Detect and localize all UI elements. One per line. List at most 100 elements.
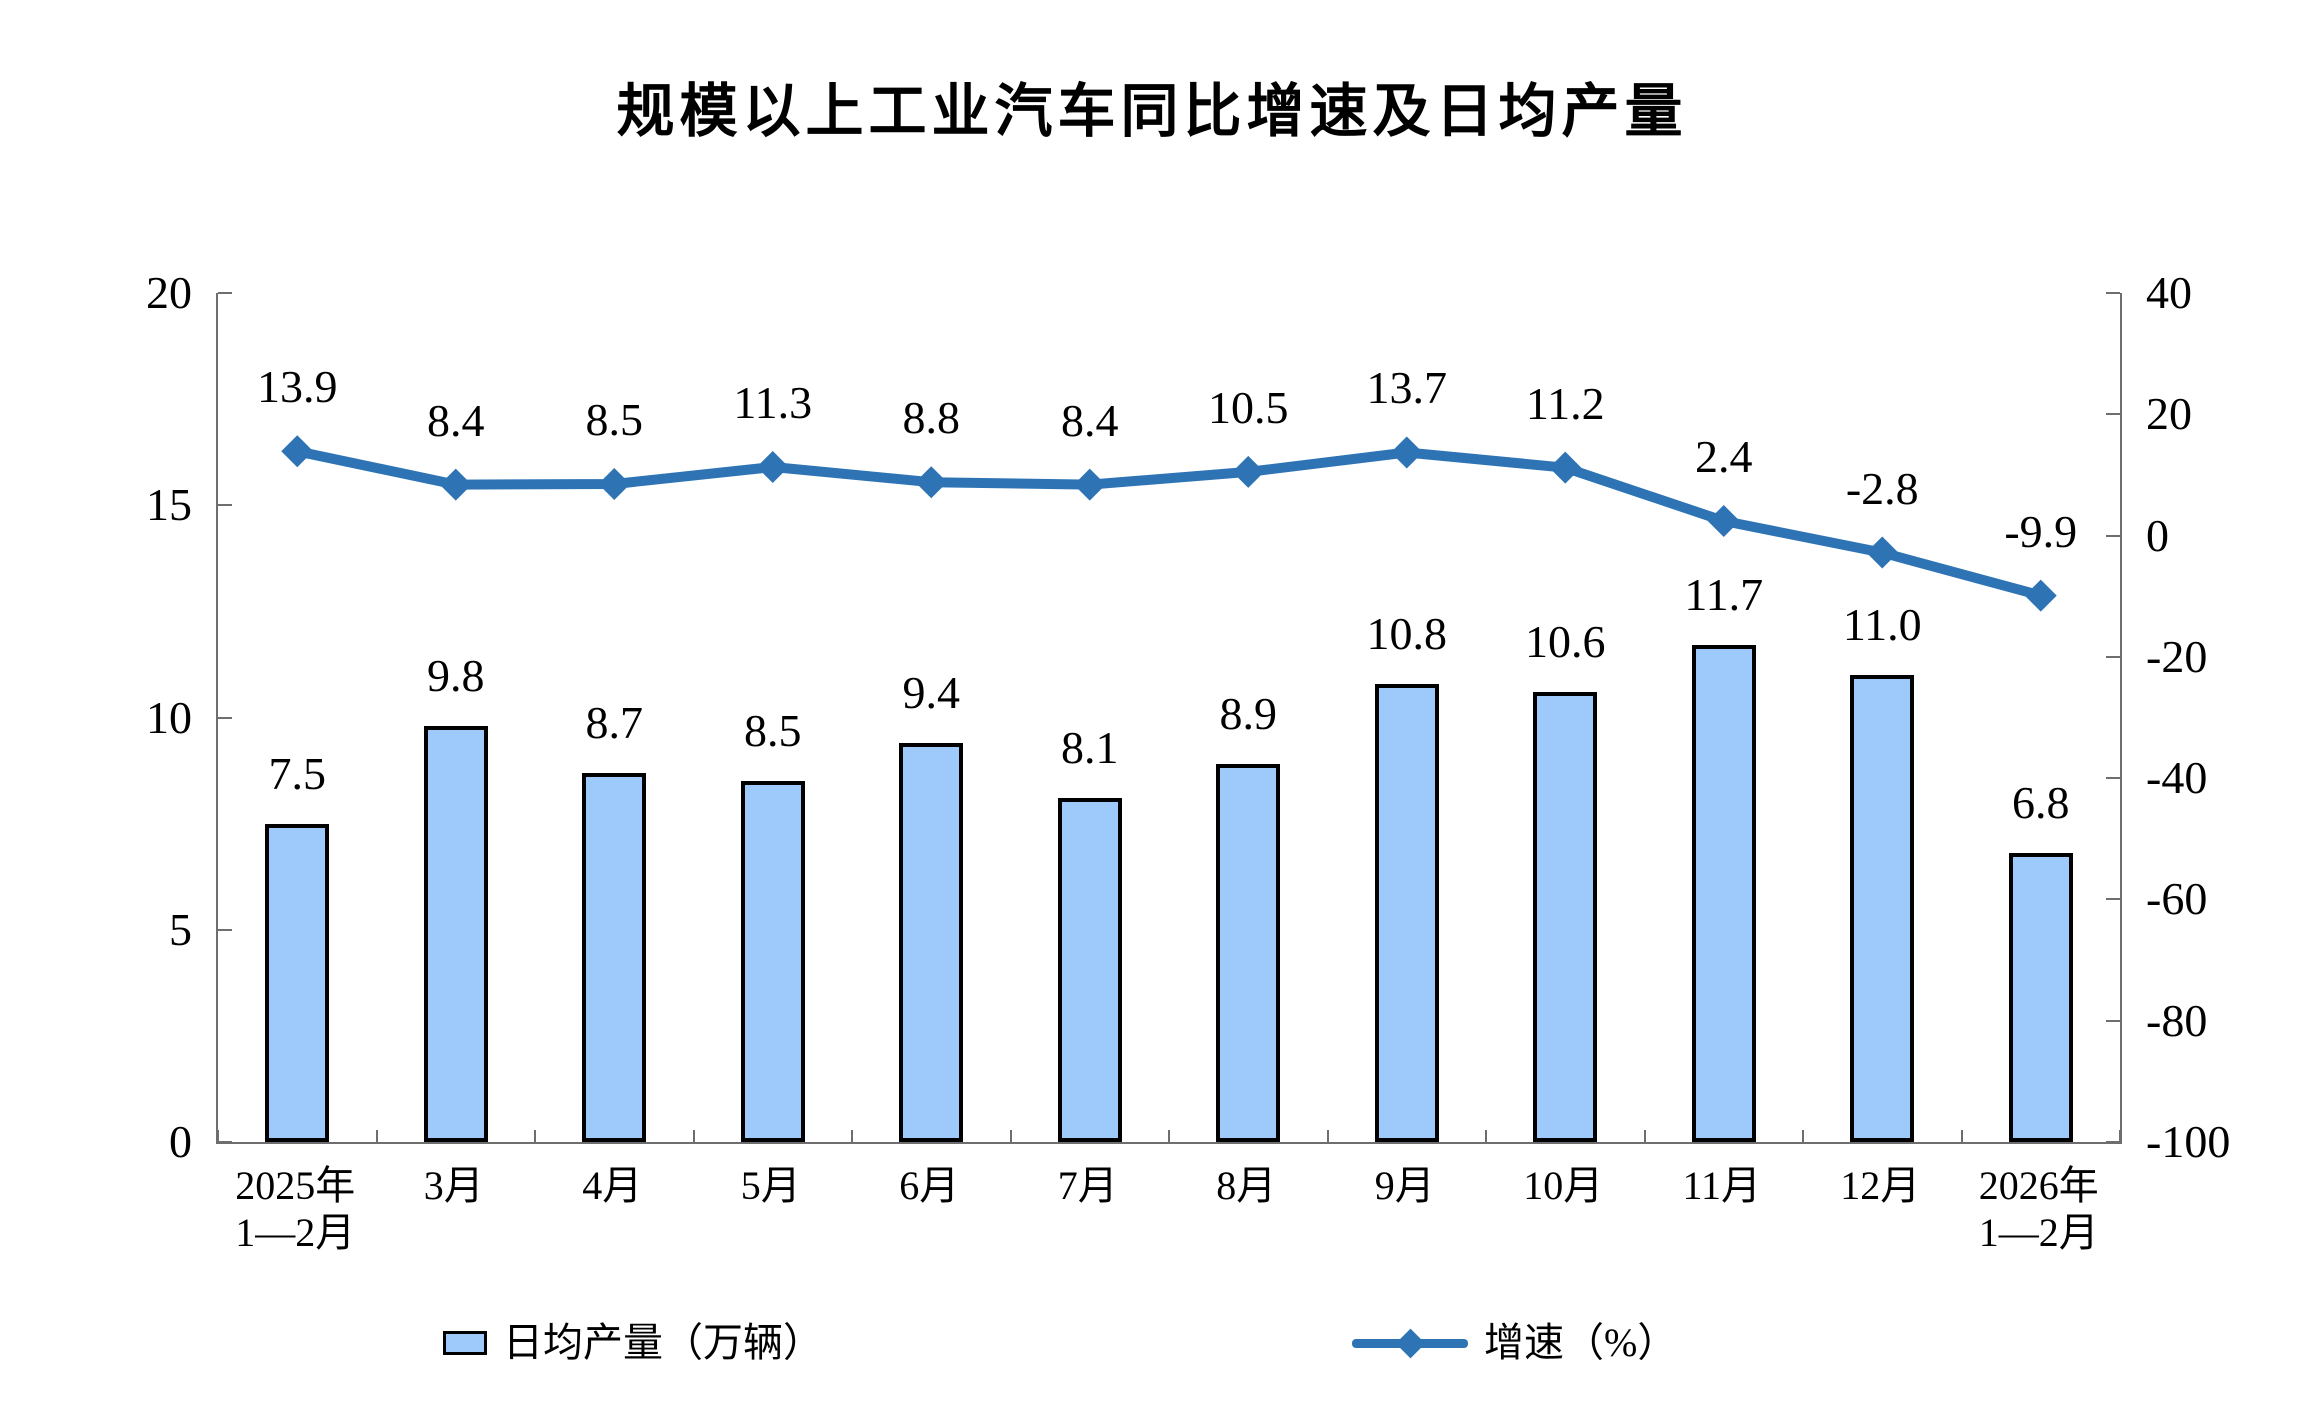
x-axis-label: 6月 (899, 1163, 960, 1208)
bar (582, 772, 647, 1142)
x-axis-tick (692, 1130, 695, 1142)
y-axis-left-tick (218, 716, 232, 719)
line-value-label: 11.3 (733, 377, 813, 429)
line-value-label: 8.5 (585, 394, 644, 446)
plot-area: 7.5 9.8 8.7 8.5 9.4 8.1 8.9 10.8 10.6 11.7 11.0 6.8… (216, 292, 2122, 1144)
legend-swatch-line-diamond-icon (1352, 1323, 1468, 1363)
y-axis-tick-label-right: -20 (2146, 630, 2208, 682)
bar (1216, 764, 1281, 1142)
legend-swatch-bar-icon (443, 1331, 487, 1355)
line-value-label: 8.4 (427, 394, 485, 446)
line-value-label: 8.4 (1061, 394, 1119, 446)
bar-value-label: 10.8 (1366, 607, 1448, 659)
legend-item-bar: 日均产量（万辆） (443, 1323, 823, 1363)
x-axis-tick (1643, 1130, 1646, 1142)
x-axis-label: 4月 (582, 1163, 643, 1208)
diamond-marker-icon (439, 468, 472, 501)
bar-value-label: 8.5 (744, 705, 802, 757)
line-value-label: 13.9 (257, 361, 338, 413)
y-axis-tick-label-right: 20 (2146, 388, 2192, 440)
diamond-marker-icon (1866, 536, 1899, 569)
x-axis-label: 10月 (1523, 1163, 1604, 1208)
y-axis-right-tick (2106, 1019, 2120, 1022)
y-axis-tick-label-right: -40 (2146, 752, 2208, 804)
y-axis-right-tick (2106, 534, 2120, 537)
y-axis-right-tick (2106, 413, 2120, 416)
y-axis-left-tick (218, 1141, 232, 1143)
x-axis-tick (1326, 1130, 1329, 1142)
x-axis-tick (1009, 1130, 1012, 1142)
x-axis-label: 5月 (740, 1163, 801, 1208)
line-value-label: 8.8 (902, 392, 961, 444)
x-axis-tick (1802, 1130, 1804, 1142)
x-axis-label: 7月 (1057, 1163, 1118, 1208)
diamond-marker-icon (1707, 505, 1740, 538)
y-axis-tick-label-right: 40 (2146, 267, 2192, 318)
diamond-marker-icon (915, 466, 948, 499)
line-value-label: 13.7 (1366, 362, 1448, 414)
diamond-marker-icon (598, 468, 631, 501)
x-axis-label: 3月 (423, 1163, 484, 1208)
y-axis-tick-label-right: -100 (2146, 1116, 2231, 1167)
x-axis-tick (851, 1130, 853, 1142)
y-axis-tick-label-left: 15 (146, 479, 192, 531)
line-value-label: -2.8 (1845, 462, 1919, 514)
bar-value-label: 9.8 (427, 649, 485, 701)
y-axis-right-tick (2106, 655, 2120, 658)
y-axis-right-tick (2106, 777, 2120, 780)
growth-line (296, 446, 2043, 601)
bar (1850, 675, 1915, 1142)
diamond-marker-icon (1232, 455, 1265, 488)
bar (740, 781, 805, 1142)
diamond-marker-icon (1549, 451, 1582, 484)
diamond-marker-icon (1390, 436, 1423, 469)
y-axis-right-tick (2106, 898, 2120, 901)
bar (1057, 798, 1122, 1142)
x-axis-tick (1485, 1130, 1487, 1142)
x-axis-label: 12月 (1840, 1163, 1921, 1208)
y-axis-tick-label-right: -80 (2146, 994, 2208, 1046)
bar-value-label: 9.4 (902, 666, 961, 718)
chart-title: 规模以上工业汽车同比增速及日均产量 (616, 79, 1688, 144)
bar-value-label: 11.0 (1842, 599, 1922, 651)
bar (1374, 683, 1439, 1142)
y-axis-tick-label-left: 5 (169, 903, 192, 955)
bar-value-label: 8.7 (585, 696, 644, 748)
y-axis-left-tick (218, 504, 232, 507)
line-series (281, 435, 2057, 612)
legend-label-line: 增速（%） (1484, 1320, 1678, 1365)
y-axis-right-tick (2106, 292, 2120, 294)
diamond-marker-icon (281, 435, 314, 468)
bar (423, 726, 488, 1142)
bar (1533, 692, 1598, 1142)
bar (1691, 645, 1756, 1142)
legend-item-line: 增速（%） (1352, 1323, 1677, 1363)
bar (2008, 853, 2073, 1142)
bar (265, 823, 330, 1142)
y-axis-tick-label-right: -60 (2146, 873, 2208, 925)
diamond-marker-icon (1073, 468, 1106, 501)
x-axis-tick (1960, 1130, 1963, 1142)
legend-label-bar: 日均产量（万辆） (503, 1320, 823, 1365)
x-axis-tick (217, 1130, 219, 1142)
x-axis-tick (2119, 1130, 2121, 1142)
y-axis-tick-label-left: 20 (146, 267, 192, 318)
x-axis-label: 9月 (1374, 1163, 1435, 1208)
y-axis-tick-label-right: 0 (2146, 509, 2169, 561)
bar-value-label: 7.5 (268, 747, 327, 799)
x-axis-label: 8月 (1216, 1163, 1277, 1208)
x-axis-label: 2026年 1—2月 (1978, 1163, 2099, 1255)
line-value-label: 11.2 (1525, 377, 1605, 429)
bar-value-label: 8.9 (1219, 688, 1278, 740)
x-axis-label: 2025年 1—2月 (235, 1163, 356, 1255)
y-axis-tick-label-left: 0 (169, 1116, 192, 1167)
diamond-marker-icon (2024, 579, 2057, 612)
x-axis-label: 11月 (1682, 1163, 1762, 1208)
bar-value-label: 11.7 (1684, 569, 1764, 621)
line-value-label: -9.9 (2004, 505, 2078, 557)
bar-value-label: 8.1 (1061, 722, 1119, 774)
bar (899, 742, 964, 1142)
bar-value-label: 10.6 (1525, 616, 1606, 668)
x-axis-tick (375, 1130, 378, 1142)
